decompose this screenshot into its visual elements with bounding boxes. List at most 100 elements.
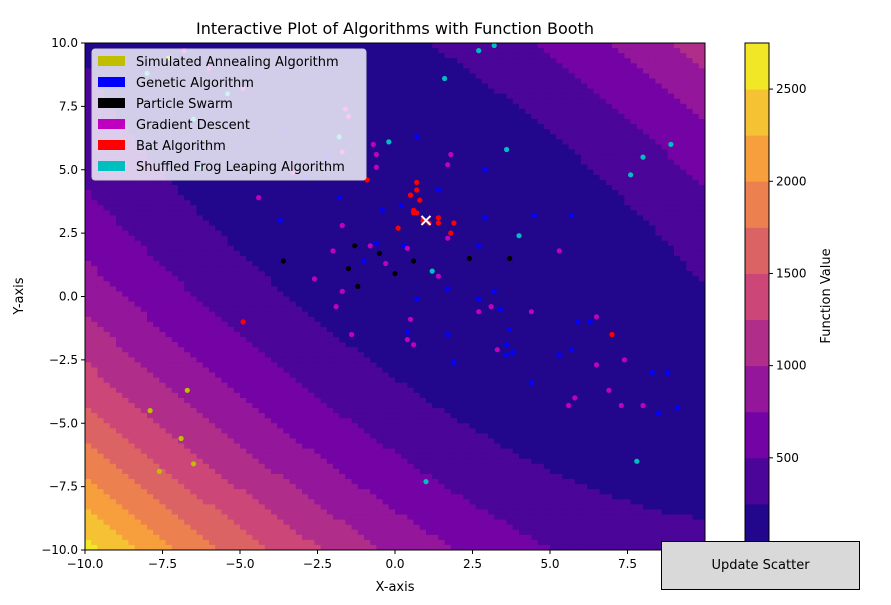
contour-cell <box>140 43 148 49</box>
contour-cell <box>382 108 390 115</box>
contour-cell <box>184 331 191 338</box>
contour-cell <box>277 230 284 237</box>
contour-cell <box>128 225 136 232</box>
contour-cell <box>351 473 359 480</box>
contour-cell <box>171 200 179 206</box>
contour-cell <box>271 402 278 409</box>
contour-cell <box>122 428 129 434</box>
contour-cell <box>165 463 173 470</box>
contour-cell <box>122 43 129 49</box>
contour-cell <box>326 514 334 521</box>
contour-cell <box>376 534 384 541</box>
contour-cell <box>209 225 216 232</box>
contour-cell <box>147 210 154 216</box>
contour-cell <box>364 331 371 338</box>
contour-cell <box>364 316 371 323</box>
contour-cell <box>314 362 322 369</box>
contour-cell <box>178 291 185 298</box>
contour-cell <box>97 544 105 550</box>
contour-cell <box>116 448 123 455</box>
contour-cell <box>109 240 117 247</box>
contour-cell <box>97 397 105 404</box>
contour-cell <box>333 205 340 211</box>
contour-cell <box>109 428 117 434</box>
contour-cell <box>202 184 210 191</box>
contour-cell <box>388 392 396 399</box>
contour-cell <box>333 184 340 191</box>
contour-cell <box>376 58 384 64</box>
contour-cell <box>246 347 253 353</box>
contour-cell <box>308 296 315 303</box>
contour-cell <box>134 382 142 389</box>
contour-cell <box>215 215 222 222</box>
contour-cell <box>308 458 315 465</box>
contour-cell <box>178 261 185 267</box>
contour-cell <box>85 377 92 384</box>
contour-cell <box>227 458 235 465</box>
contour-cell <box>246 342 253 348</box>
contour-cell <box>109 433 117 440</box>
contour-cell <box>153 311 160 318</box>
contour-cell <box>103 286 111 293</box>
contour-cell <box>159 230 167 237</box>
contour-cell <box>333 195 340 201</box>
contour-cell <box>252 428 260 434</box>
contour-cell <box>109 448 117 455</box>
contour-cell <box>91 357 98 364</box>
contour-cell <box>277 544 284 550</box>
contour-cell <box>326 281 334 287</box>
contour-cell <box>140 296 148 303</box>
contour-cell <box>339 266 346 272</box>
contour-cell <box>202 266 210 272</box>
contour-cell <box>109 311 117 318</box>
contour-cell <box>345 529 353 536</box>
contour-cell <box>165 509 173 516</box>
contour-cell <box>134 240 142 247</box>
contour-cell <box>339 524 346 531</box>
contour-cell <box>147 448 154 455</box>
contour-cell <box>283 382 291 389</box>
contour-cell <box>382 240 390 247</box>
contour-cell <box>289 352 297 358</box>
contour-cell <box>320 519 328 526</box>
contour-cell <box>308 397 315 404</box>
contour-cell <box>252 413 260 419</box>
contour-cell <box>370 509 377 516</box>
contour-cell <box>326 534 334 541</box>
contour-cell <box>364 195 371 201</box>
contour-cell <box>364 266 371 272</box>
contour-cell <box>190 413 198 419</box>
contour-cell <box>116 539 123 546</box>
contour-cell <box>134 504 142 511</box>
contour-cell <box>333 326 340 333</box>
contour-cell <box>333 179 340 186</box>
contour-cell <box>196 281 204 287</box>
contour-cell <box>308 337 315 343</box>
contour-cell <box>227 438 235 445</box>
contour-cell <box>333 225 340 232</box>
contour-cell <box>227 337 235 343</box>
contour-cell <box>227 342 235 348</box>
contour-cell <box>147 494 154 500</box>
contour-cell <box>240 372 247 379</box>
contour-cell <box>240 276 247 282</box>
contour-cell <box>128 489 136 495</box>
contour-cell <box>308 484 315 490</box>
contour-cell <box>116 291 123 298</box>
contour-cell <box>289 255 297 262</box>
contour-cell <box>85 443 92 450</box>
contour-cell <box>233 255 241 262</box>
contour-cell <box>333 529 340 536</box>
contour-cell <box>134 494 142 500</box>
contour-cell <box>289 413 297 419</box>
contour-cell <box>264 321 272 328</box>
contour-cell <box>246 484 253 490</box>
contour-cell <box>326 458 334 465</box>
contour-cell <box>171 301 179 308</box>
contour-cell <box>382 93 390 100</box>
contour-cell <box>215 413 222 419</box>
contour-cell <box>345 387 353 394</box>
contour-cell <box>233 408 241 414</box>
contour-cell <box>388 504 396 511</box>
